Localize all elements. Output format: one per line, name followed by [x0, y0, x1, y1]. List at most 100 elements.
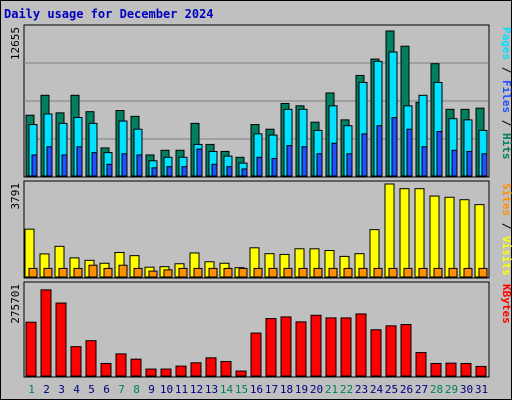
bar-sites-3	[58, 267, 68, 278]
legend-part: Files	[500, 80, 512, 113]
bar-sites-21	[328, 267, 338, 278]
bar-pages-16	[256, 156, 263, 177]
bar-kbytes-6	[100, 362, 112, 377]
x-tick-label: 11	[175, 383, 188, 396]
bar-pages-26	[406, 128, 413, 177]
bar-visits-25	[384, 183, 395, 278]
bar-sites-18	[283, 267, 293, 278]
x-tick-label: 31	[475, 383, 488, 396]
chart-title: Daily usage for December 2024	[4, 7, 214, 21]
bar-kbytes-5	[85, 340, 97, 377]
x-tick-label: 30	[460, 383, 473, 396]
legend-part: Sites	[500, 183, 512, 216]
x-tick-label: 16	[250, 383, 263, 396]
x-tick-label: 5	[88, 383, 95, 396]
bar-sites-12	[193, 267, 203, 278]
x-tick-label: 24	[370, 383, 384, 396]
bar-pages-25	[391, 117, 398, 177]
bar-pages-21	[331, 142, 338, 177]
bar-pages-11	[181, 166, 188, 177]
x-tick-label: 26	[400, 383, 413, 396]
bar-sites-7	[118, 264, 128, 278]
bar-pages-31	[481, 153, 488, 177]
bar-pages-18	[286, 145, 293, 177]
x-tick-label: 1	[28, 383, 35, 396]
series-legend-top: Pages / Files / Hits	[500, 27, 512, 160]
x-tick-label: 19	[295, 383, 308, 396]
bar-sites-10	[163, 269, 173, 278]
bar-kbytes-21	[325, 317, 337, 377]
bar-sites-8	[133, 267, 143, 278]
bar-visits-30	[459, 199, 470, 278]
bar-pages-24	[376, 125, 383, 177]
x-tick-label: 17	[265, 383, 278, 396]
x-tick-label: 3	[58, 383, 65, 396]
x-tick-label: 28	[430, 383, 443, 396]
x-tick-label: 13	[205, 383, 218, 396]
bar-kbytes-4	[70, 346, 82, 377]
bar-kbytes-30	[460, 362, 472, 377]
bar-kbytes-3	[55, 302, 67, 377]
bar-pages-1	[31, 154, 38, 177]
bar-pages-2	[46, 146, 53, 177]
bar-pages-17	[271, 157, 278, 177]
x-tick-label: 27	[415, 383, 428, 396]
bar-kbytes-24	[370, 329, 382, 377]
legend-part: /	[500, 216, 512, 236]
bar-pages-9	[151, 167, 158, 177]
bar-sites-22	[343, 267, 353, 278]
legend-part: Visits	[500, 236, 512, 276]
bar-kbytes-8	[130, 358, 142, 377]
bar-kbytes-31	[475, 365, 487, 377]
y-max-label-middle: 3791	[9, 183, 22, 210]
bar-pages-22	[346, 153, 353, 177]
x-tick-label: 8	[133, 383, 140, 396]
legend-part: KBytes	[500, 284, 512, 324]
bar-sites-16	[253, 267, 263, 278]
bar-sites-1	[28, 267, 38, 278]
bar-pages-14	[226, 166, 233, 177]
series-legend-middle: Sites / Visits	[500, 183, 512, 276]
bar-sites-29	[448, 267, 458, 278]
bar-pages-13	[211, 163, 218, 177]
bar-pages-28	[436, 131, 443, 177]
bar-pages-12	[196, 148, 203, 177]
bar-sites-13	[208, 267, 218, 278]
bar-kbytes-22	[340, 317, 352, 377]
x-tick-label: 25	[385, 383, 398, 396]
bar-visits-31	[474, 204, 485, 278]
bar-visits-28	[429, 195, 440, 278]
bar-visits-27	[414, 188, 425, 278]
bar-sites-27	[418, 267, 428, 278]
bar-pages-3	[61, 154, 68, 177]
bar-pages-27	[421, 146, 428, 177]
bar-sites-31	[478, 267, 488, 278]
legend-part: Hits	[500, 133, 512, 160]
bar-pages-15	[241, 168, 248, 177]
bar-kbytes-11	[175, 365, 187, 377]
y-max-label-bottom: 275701	[9, 284, 22, 324]
bar-pages-6	[106, 163, 113, 177]
bar-kbytes-23	[355, 313, 367, 377]
bar-kbytes-26	[400, 324, 412, 377]
bar-kbytes-10	[160, 368, 172, 377]
bar-visits-26	[399, 188, 410, 278]
bar-kbytes-16	[250, 332, 262, 377]
x-tick-label: 15	[235, 383, 248, 396]
bar-visits-29	[444, 196, 455, 278]
x-tick-label: 6	[103, 383, 110, 396]
bar-kbytes-28	[430, 362, 442, 377]
bar-sites-15	[238, 267, 248, 278]
bar-kbytes-20	[310, 314, 322, 377]
bar-sites-9	[148, 270, 158, 278]
bar-pages-29	[451, 149, 458, 177]
x-tick-label: 21	[325, 383, 338, 396]
bar-sites-11	[178, 267, 188, 278]
bar-kbytes-15	[235, 370, 247, 377]
bar-kbytes-7	[115, 353, 127, 377]
bar-sites-28	[433, 267, 443, 278]
bar-kbytes-1	[25, 321, 37, 377]
bar-pages-5	[91, 152, 98, 177]
bar-pages-19	[301, 146, 308, 177]
